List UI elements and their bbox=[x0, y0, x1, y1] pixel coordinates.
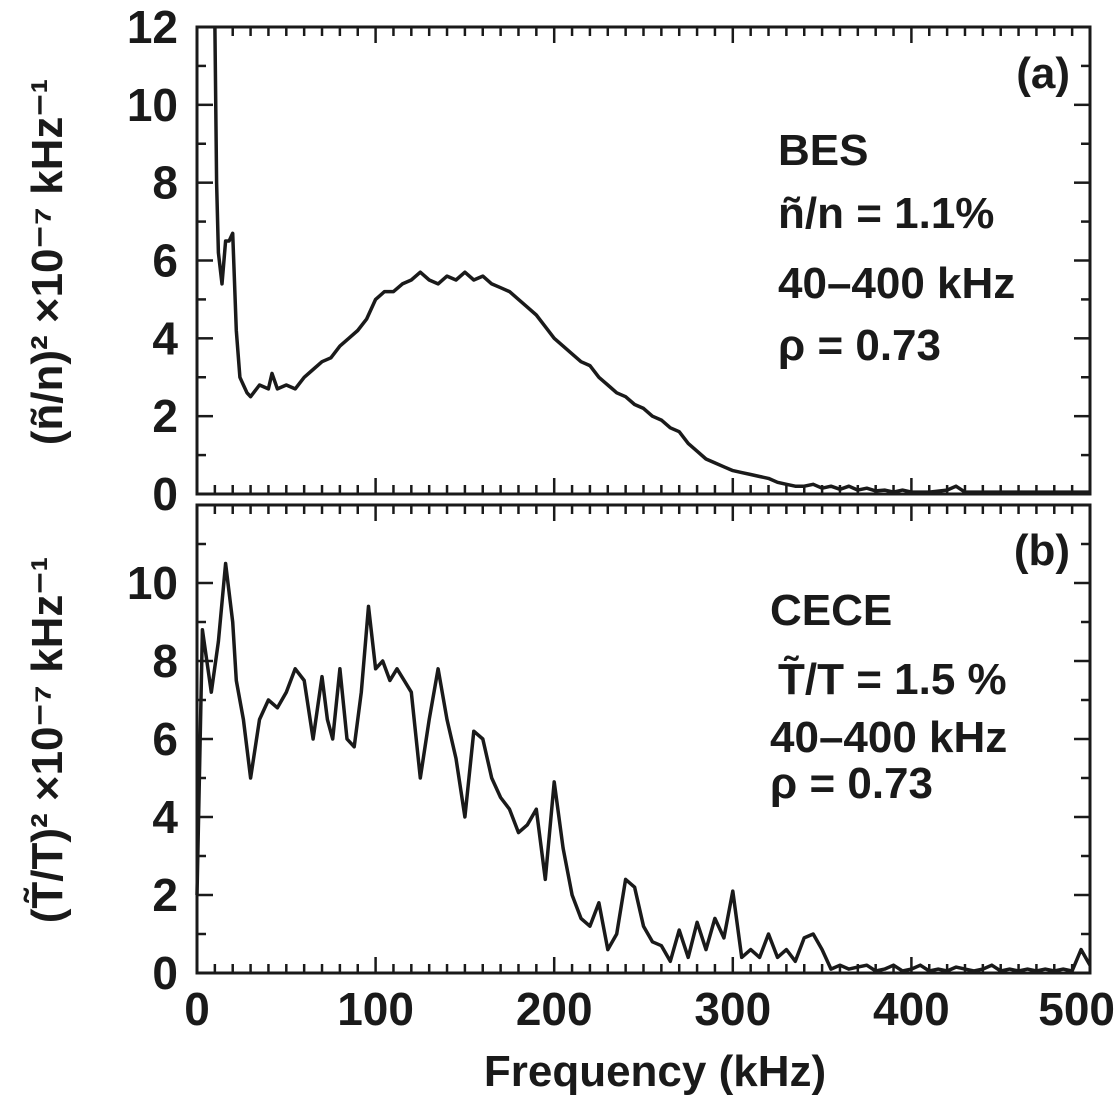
panel-b-label: (b) bbox=[1014, 526, 1070, 575]
panel-b-y-tick-label: 6 bbox=[152, 713, 178, 765]
panel-b-annotation-2: T̃/T = 1.5 % bbox=[778, 654, 1007, 704]
x-tick-label: 400 bbox=[873, 983, 950, 1035]
panel-b-y-tick-label: 10 bbox=[127, 557, 178, 609]
panel-b-y-axis-title: (T̃/T)² ×10⁻⁷ kHz⁻¹ bbox=[22, 557, 72, 924]
x-tick-label: 100 bbox=[337, 983, 414, 1035]
panel-b-y-tick-label: 8 bbox=[152, 635, 178, 687]
panel-b-x-tick-labels: 0 100 200 300 400 500 bbox=[184, 983, 1115, 1035]
panel-b-y-tick-label: 0 bbox=[152, 947, 178, 999]
panel-a-y-tick-labels: 0 2 4 6 8 10 12 bbox=[127, 1, 179, 520]
panel-b-annotation-4: ρ = 0.73 bbox=[770, 759, 933, 808]
panel-b-annotation-3: 40–400 kHz bbox=[770, 713, 1007, 762]
panel-a-y-tick-label: 12 bbox=[127, 1, 178, 53]
x-tick-label: 500 bbox=[1038, 983, 1115, 1035]
panel-a-annotation-2: ñ/n = 1.1% bbox=[778, 189, 994, 238]
x-tick-label: 0 bbox=[184, 983, 210, 1035]
x-tick-label: 200 bbox=[516, 983, 593, 1035]
panel-a-y-tick-label: 10 bbox=[127, 79, 178, 131]
panel-a-y-tick-label: 6 bbox=[152, 235, 178, 287]
panel-a-label: (a) bbox=[1016, 49, 1070, 98]
panel-a-annotation-3: 40–400 kHz bbox=[778, 259, 1015, 308]
panel-b-y-tick-label: 4 bbox=[152, 791, 178, 843]
panel-a-y-axis-title: (ñ/n)² ×10⁻⁷ kHz⁻¹ bbox=[23, 79, 72, 446]
panel-a-y-tick-label: 8 bbox=[152, 157, 178, 209]
x-axis-title: Frequency (kHz) bbox=[484, 1047, 826, 1096]
panel-a-y-tick-label: 0 bbox=[152, 468, 178, 520]
panel-a-annotation-1: BES bbox=[778, 126, 868, 175]
panel-a-y-tick-label: 4 bbox=[152, 312, 178, 364]
panel-a-ticks bbox=[195, 25, 1092, 496]
panel-b: 0 2 4 6 8 10 0 100 200 300 400 500 (b) CECE T̃/T =… bbox=[22, 503, 1115, 1096]
panel-b-y-tick-label: 2 bbox=[152, 869, 178, 921]
panel-b-series-line bbox=[195, 561, 1092, 973]
panel-a-series-line bbox=[213, 26, 1090, 494]
panel-b-annotation-1: CECE bbox=[770, 586, 892, 635]
panel-b-y-tick-labels: 0 2 4 6 8 10 bbox=[127, 557, 179, 999]
x-tick-label: 300 bbox=[694, 983, 771, 1035]
panel-a-y-tick-label: 2 bbox=[152, 390, 178, 442]
panel-a-annotation-4: ρ = 0.73 bbox=[778, 321, 941, 370]
